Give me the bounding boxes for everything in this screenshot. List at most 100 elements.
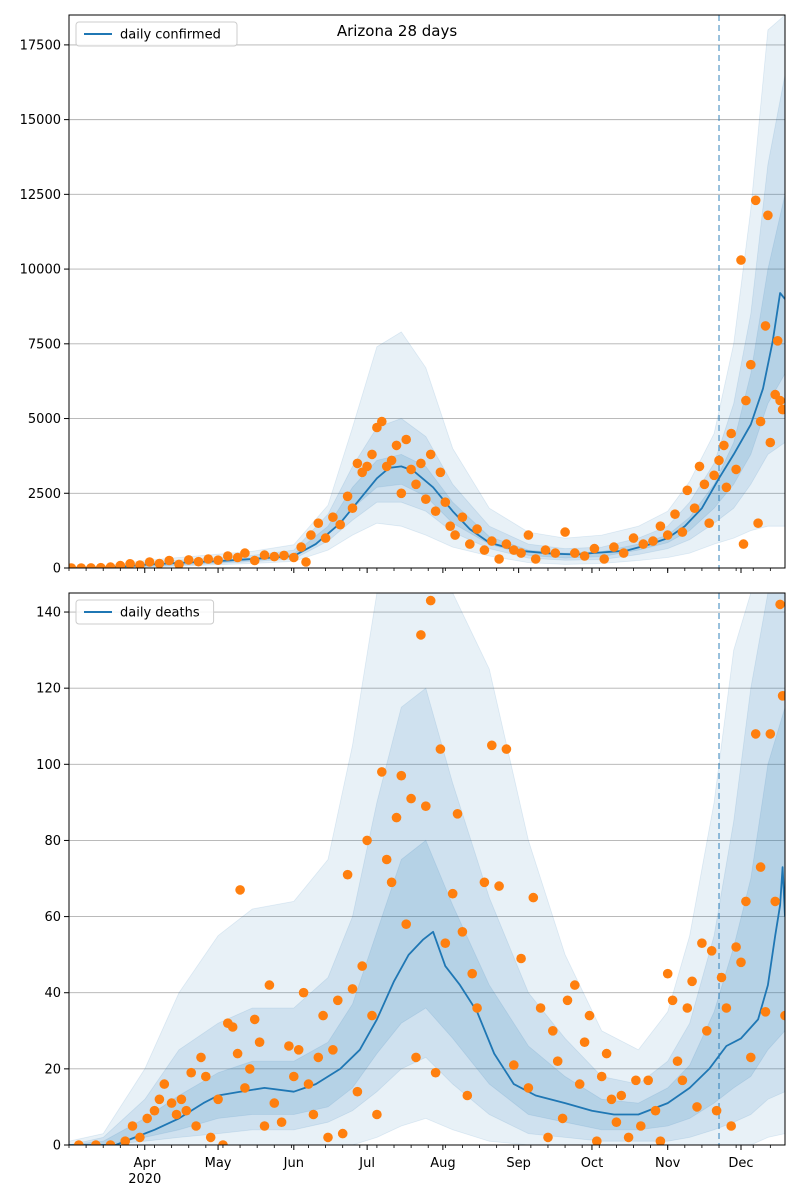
observation-point xyxy=(540,545,551,555)
observation-point xyxy=(611,1117,622,1127)
observation-point xyxy=(775,599,785,610)
observation-point xyxy=(205,1132,216,1143)
observation-point xyxy=(381,854,392,865)
observation-point xyxy=(74,1140,84,1145)
observation-point xyxy=(726,428,736,439)
observation-point xyxy=(606,1094,617,1105)
observation-point xyxy=(450,530,460,540)
legend-label: daily deaths xyxy=(120,606,200,621)
observation-point xyxy=(342,869,353,880)
observation-point xyxy=(753,518,763,528)
observation-point xyxy=(589,543,600,554)
y-tick-label: 0 xyxy=(53,562,61,577)
observation-point xyxy=(694,461,705,472)
observation-point xyxy=(682,1003,693,1013)
observation-point xyxy=(181,1105,192,1116)
observation-point xyxy=(406,464,416,475)
observation-point xyxy=(509,1060,519,1070)
observation-point xyxy=(750,729,761,739)
observation-point xyxy=(523,530,534,540)
observation-point xyxy=(166,1098,177,1108)
observation-point xyxy=(347,503,358,513)
observation-point xyxy=(704,518,714,528)
band-outer xyxy=(69,593,785,1145)
observation-point xyxy=(245,1064,255,1074)
observation-point xyxy=(164,555,174,566)
observation-point xyxy=(435,744,446,754)
observation-point xyxy=(667,995,678,1006)
observation-point xyxy=(711,1105,722,1116)
observation-point xyxy=(411,479,421,490)
x-tick-label: Jul xyxy=(358,1156,375,1171)
observation-point xyxy=(562,995,573,1006)
observation-point xyxy=(741,395,751,406)
observation-point xyxy=(191,1121,201,1131)
observation-point xyxy=(313,518,324,528)
observation-point xyxy=(618,548,629,558)
chart-title: Arizona 28 days xyxy=(337,22,458,40)
observation-point xyxy=(457,927,468,937)
observation-point xyxy=(232,1048,243,1059)
observation-point xyxy=(96,562,106,568)
observation-point xyxy=(697,938,707,948)
observation-point xyxy=(479,545,490,555)
y-tick-label: 120 xyxy=(36,682,61,697)
observation-point xyxy=(386,877,397,888)
x-tick-label: Dec xyxy=(728,1156,753,1171)
observation-point xyxy=(218,1140,228,1145)
plot-area xyxy=(69,593,785,1145)
observation-point xyxy=(714,455,724,466)
observation-point xyxy=(240,1083,250,1093)
observation-point xyxy=(755,416,766,427)
observation-point xyxy=(391,440,402,451)
observation-point xyxy=(731,942,741,952)
y-tick-label: 2500 xyxy=(28,487,61,502)
observation-point xyxy=(367,1010,377,1021)
observation-point xyxy=(279,550,289,561)
x-tick-label: Sep xyxy=(506,1156,531,1171)
observation-point xyxy=(487,740,497,751)
observation-point xyxy=(731,464,741,475)
observation-point xyxy=(616,1090,627,1101)
series-line-1 xyxy=(69,866,785,1145)
observation-point xyxy=(352,1086,363,1097)
observation-point xyxy=(687,976,697,987)
observation-point xyxy=(736,957,746,968)
observation-point xyxy=(159,1079,170,1089)
observation-point xyxy=(775,395,785,406)
observation-point xyxy=(235,885,245,895)
y-tick-label: 40 xyxy=(44,986,61,1001)
observation-point xyxy=(570,980,580,990)
observation-point xyxy=(530,554,541,564)
observation-point xyxy=(276,1117,287,1127)
observation-point xyxy=(377,767,387,777)
observation-point xyxy=(755,862,766,872)
observation-point xyxy=(289,1071,299,1082)
observation-point xyxy=(689,503,700,513)
observation-point xyxy=(638,539,649,549)
axes-frame xyxy=(68,592,786,1146)
observation-point xyxy=(682,485,693,496)
observation-point xyxy=(467,968,478,979)
y-tick-label: 100 xyxy=(36,758,61,773)
observation-point xyxy=(763,210,773,221)
observation-point xyxy=(516,953,526,964)
chart-panel-1: 0 2500 5000 7500 10000 12500 15000 17500 Arizona… xyxy=(20,14,786,577)
observation-point xyxy=(677,527,688,537)
observation-point xyxy=(347,984,358,994)
observation-point xyxy=(523,1083,534,1093)
x-tick-label: Apr xyxy=(134,1156,157,1171)
observation-point xyxy=(465,539,475,549)
observation-point xyxy=(770,896,780,907)
observation-point xyxy=(672,1056,683,1066)
observation-point xyxy=(386,455,397,466)
observation-point xyxy=(240,548,250,558)
legend-label: daily confirmed xyxy=(120,28,221,43)
observation-point xyxy=(472,1003,482,1013)
observation-point xyxy=(677,1075,688,1086)
band-inner xyxy=(69,707,785,1145)
observation-point xyxy=(501,744,512,754)
observation-point xyxy=(328,512,338,522)
observation-point xyxy=(284,1041,294,1051)
observation-point xyxy=(362,835,372,846)
